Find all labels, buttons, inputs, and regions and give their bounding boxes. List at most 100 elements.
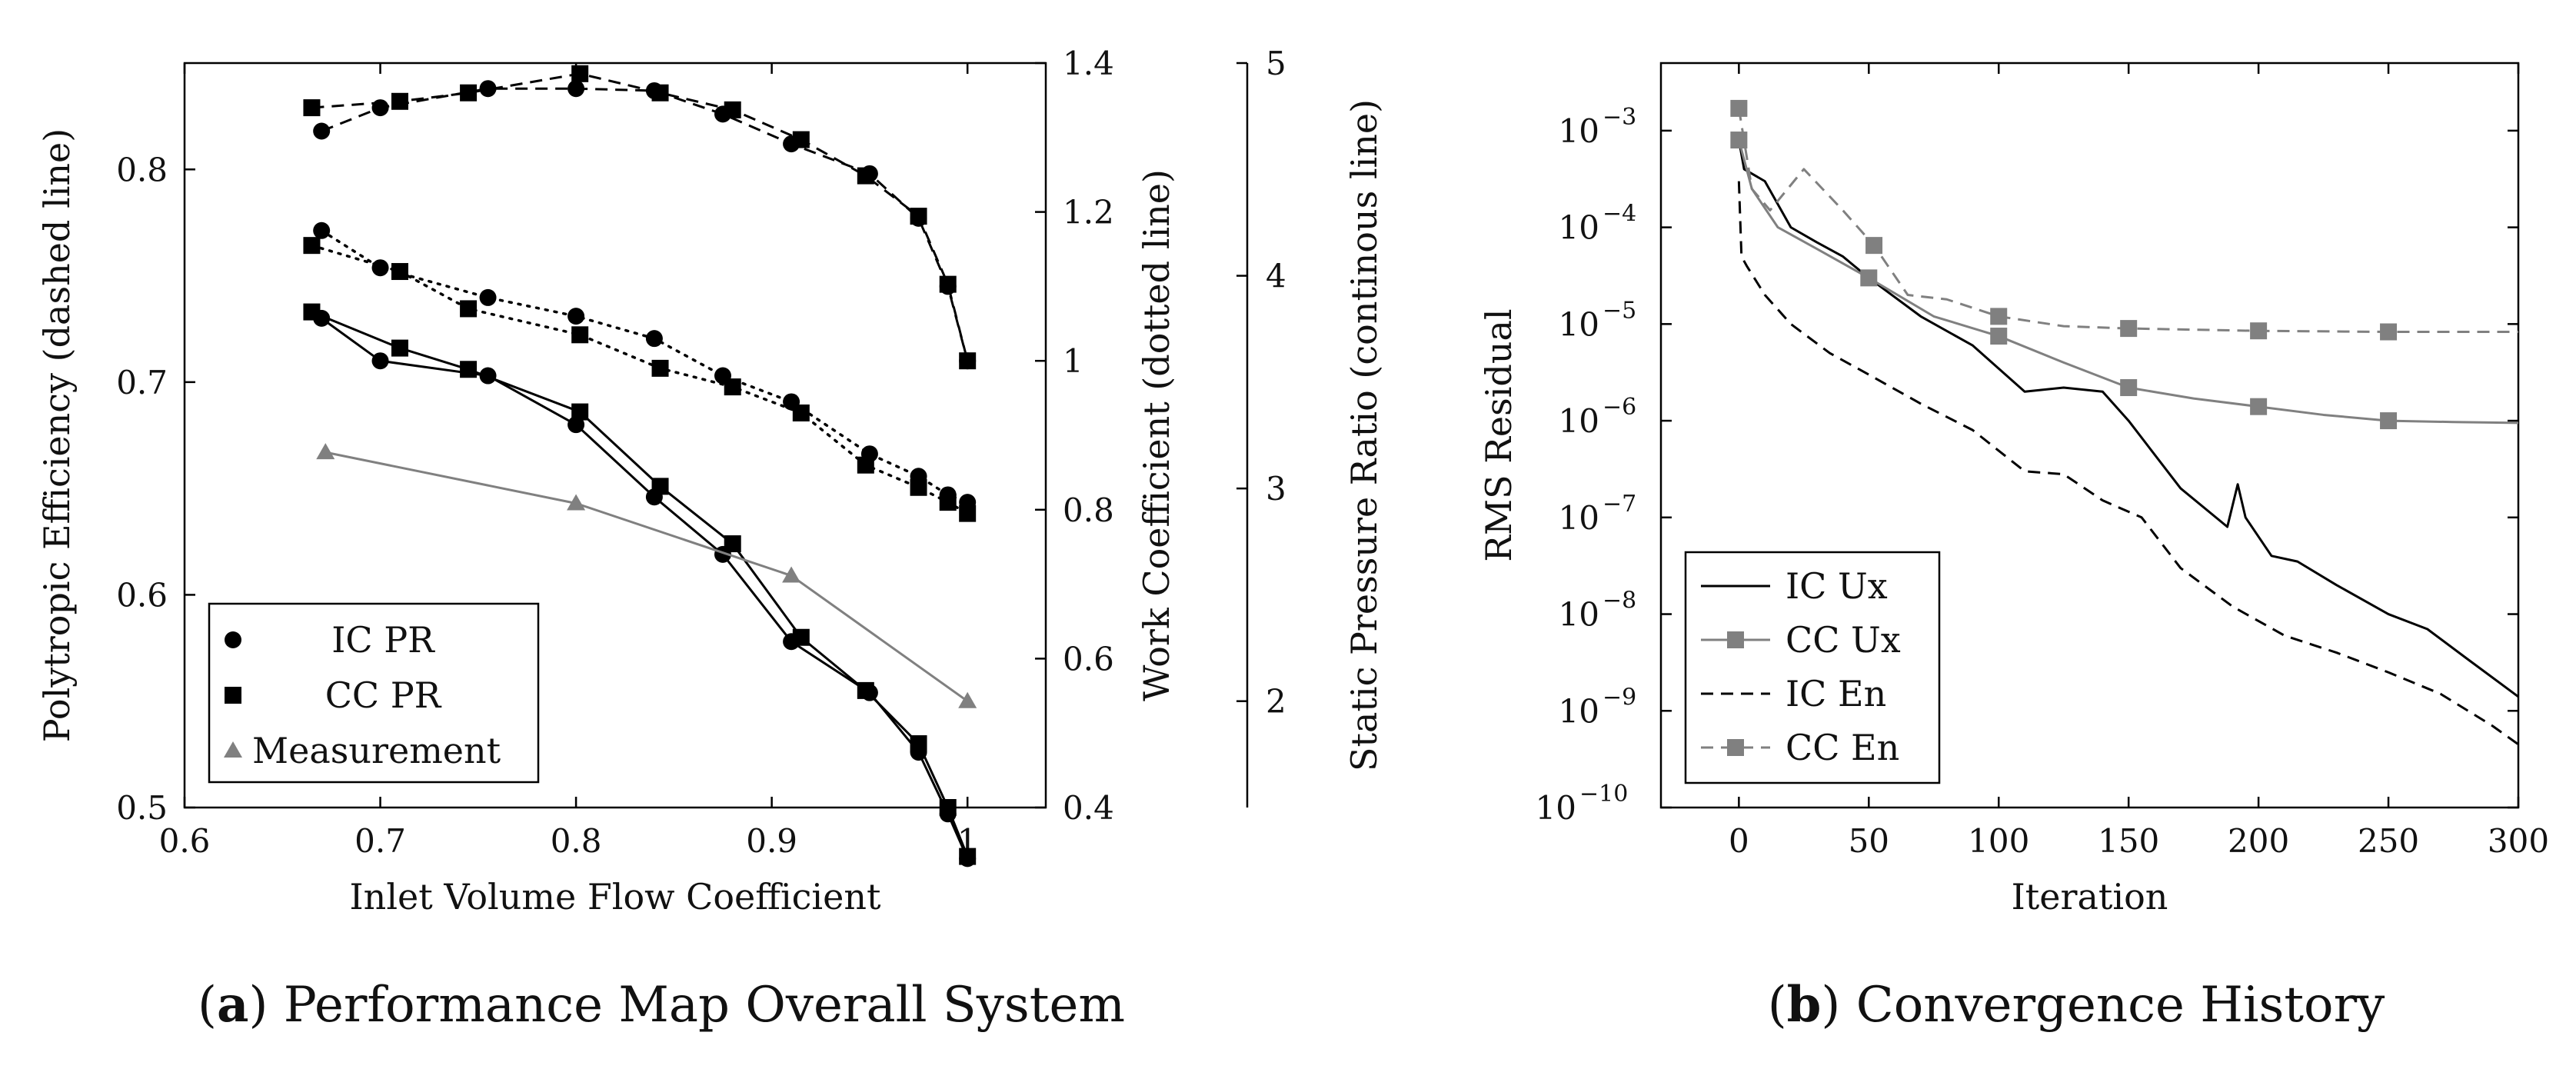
legend-marker: [1727, 739, 1744, 756]
data-point: [939, 275, 957, 293]
work-tick-label: 1.2: [1063, 194, 1114, 231]
data-point: [792, 628, 810, 646]
legend-label: CC Ux: [1786, 619, 1901, 661]
data-point: [371, 352, 389, 370]
x-tick-label: 0.7: [354, 822, 406, 860]
series-line-cc-en: [1737, 108, 2518, 334]
y-tick-label: 10: [1559, 596, 1599, 634]
series-line-cc-pr-efficiency: [311, 72, 969, 361]
legend-marker: [224, 741, 242, 758]
y-axis-label: RMS Residual: [1478, 308, 1519, 561]
y-tick-label: 0.8: [116, 151, 168, 188]
efficiency-axis-label: Polytropic Efficiency (dashed line): [36, 128, 78, 742]
data-point: [651, 478, 669, 495]
y-tick-label: 10: [1559, 499, 1599, 537]
y-tick-label: 0.5: [116, 789, 168, 827]
data-point: [567, 80, 585, 98]
data-point: [939, 799, 957, 816]
data-point: [303, 237, 321, 255]
legend-box: [208, 602, 540, 784]
y-tick-exponent: −9: [1603, 684, 1636, 711]
data-point: [724, 535, 741, 553]
data-point: [2120, 379, 2138, 397]
x-tick-label: 200: [2228, 822, 2289, 860]
data-point: [651, 84, 669, 102]
work-tick-label: 0.4: [1063, 789, 1114, 827]
legend-label: Measurement: [252, 730, 501, 771]
data-point: [792, 404, 810, 421]
y-tick-label: 10: [1559, 305, 1599, 343]
work-tick-label: 0.6: [1063, 640, 1114, 678]
data-point: [959, 848, 977, 865]
data-point: [571, 326, 589, 344]
data-point: [567, 494, 586, 511]
work-tick-label: 0.8: [1063, 491, 1114, 529]
data-point: [303, 303, 321, 321]
legend-label: CC PR: [325, 674, 442, 716]
data-point: [2380, 412, 2398, 430]
data-point: [567, 416, 585, 434]
y-tick-label: 10: [1559, 692, 1599, 730]
x-tick-label: 150: [2098, 822, 2159, 860]
data-point: [2120, 320, 2138, 338]
y-tick-exponent: −10: [1579, 781, 1628, 808]
data-point: [857, 456, 874, 474]
x-tick-label: 0.9: [746, 822, 797, 860]
data-point: [645, 330, 663, 348]
series-line-ic-en: [1737, 181, 2519, 746]
legend-label: IC Ux: [1786, 565, 1888, 607]
y-tick-exponent: −5: [1603, 297, 1636, 324]
pressure-tick-label: 4: [1266, 258, 1286, 295]
pressure-tick-label: 3: [1266, 470, 1286, 508]
data-point: [460, 361, 478, 378]
data-point: [910, 478, 927, 496]
plot-frame: [1659, 62, 2520, 809]
x-tick-label: 300: [2488, 822, 2549, 860]
data-point: [958, 691, 977, 708]
legend-marker: [225, 631, 241, 648]
data-point: [910, 208, 927, 225]
data-point: [316, 443, 335, 460]
work-tick-label: 1.4: [1063, 45, 1114, 82]
data-point: [1990, 328, 2008, 345]
y-tick-label: 0.7: [116, 364, 168, 401]
data-point: [2380, 323, 2398, 341]
data-point: [303, 99, 321, 117]
data-point: [1865, 237, 1883, 255]
data-point: [724, 378, 741, 396]
legend-marker: [1727, 631, 1744, 648]
y-tick-label: 10: [1559, 112, 1599, 150]
pressure-tick-label: 2: [1266, 683, 1286, 721]
legend: IC Ux CC Ux IC En CC En: [1684, 551, 1941, 784]
series-line-cc-ux: [1737, 139, 2519, 425]
data-point: [371, 259, 389, 277]
series-line-ic-pr-work: [320, 229, 969, 504]
data-point: [959, 352, 977, 370]
legend-label: IC PR: [331, 619, 435, 661]
data-point: [391, 92, 408, 110]
x-tick-label: 100: [1968, 822, 2029, 860]
data-point: [782, 566, 801, 583]
series-group: [1730, 99, 2519, 746]
data-point: [792, 131, 810, 148]
plot-frame: [183, 62, 1047, 809]
data-point: [391, 339, 408, 357]
data-point: [1730, 99, 1748, 117]
x-axis-label: Inlet Volume Flow Coefficient: [350, 876, 881, 917]
data-point: [460, 84, 478, 102]
data-point: [1860, 269, 1878, 287]
x-axis-label: Iteration: [2012, 876, 2168, 917]
data-point: [460, 300, 478, 318]
legend-label: IC En: [1786, 673, 1886, 714]
y-tick-label: 10: [1559, 209, 1599, 247]
performance-map-chart: 0.6 0.7 0.8 0.9 1 Inlet Volume Flow Coefficie…: [36, 45, 1385, 1034]
pressure-axis-label: Static Pressure Ratio (continous line): [1343, 99, 1385, 771]
y-tick-label: 10: [1536, 789, 1576, 827]
data-point: [567, 308, 585, 325]
x-tick-label: 50: [1849, 822, 1889, 860]
data-point: [939, 494, 957, 511]
data-point: [959, 505, 977, 522]
data-point: [313, 122, 331, 140]
data-point: [1990, 308, 2008, 325]
data-point: [910, 735, 927, 753]
